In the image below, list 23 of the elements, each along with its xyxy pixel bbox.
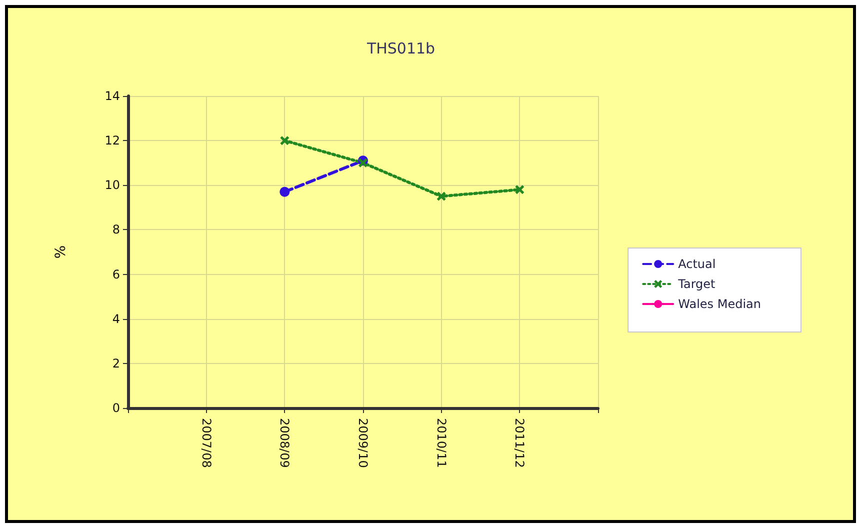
point — [436, 192, 446, 201]
y-axis-title: % — [53, 245, 69, 259]
x-tick-label: 2010/11 — [434, 418, 448, 468]
legend-label: Actual — [678, 257, 716, 271]
y-tick-label: 0 — [112, 401, 120, 415]
x-tick-label: 2009/10 — [356, 418, 370, 468]
legend-label: Wales Median — [678, 297, 762, 311]
x-tick-label: 2011/12 — [512, 418, 527, 468]
point — [358, 158, 368, 168]
x-tick-label: 2007/08 — [199, 418, 214, 468]
y-tick-label: 8 — [112, 222, 120, 237]
y-tick-label: 12 — [104, 134, 120, 148]
chart-title: THS011b — [366, 40, 436, 58]
y-tick-label: 14 — [104, 89, 120, 103]
y-tick-label: 4 — [112, 312, 120, 326]
point — [280, 186, 290, 197]
point — [515, 185, 524, 194]
y-tick-label: 10 — [104, 178, 120, 192]
point — [280, 136, 290, 146]
y-tick-label: 6 — [112, 267, 120, 282]
legend-label: Target — [677, 277, 716, 291]
y-tick-label: 2 — [112, 356, 120, 370]
x-tick-label: 2008/09 — [278, 418, 292, 468]
